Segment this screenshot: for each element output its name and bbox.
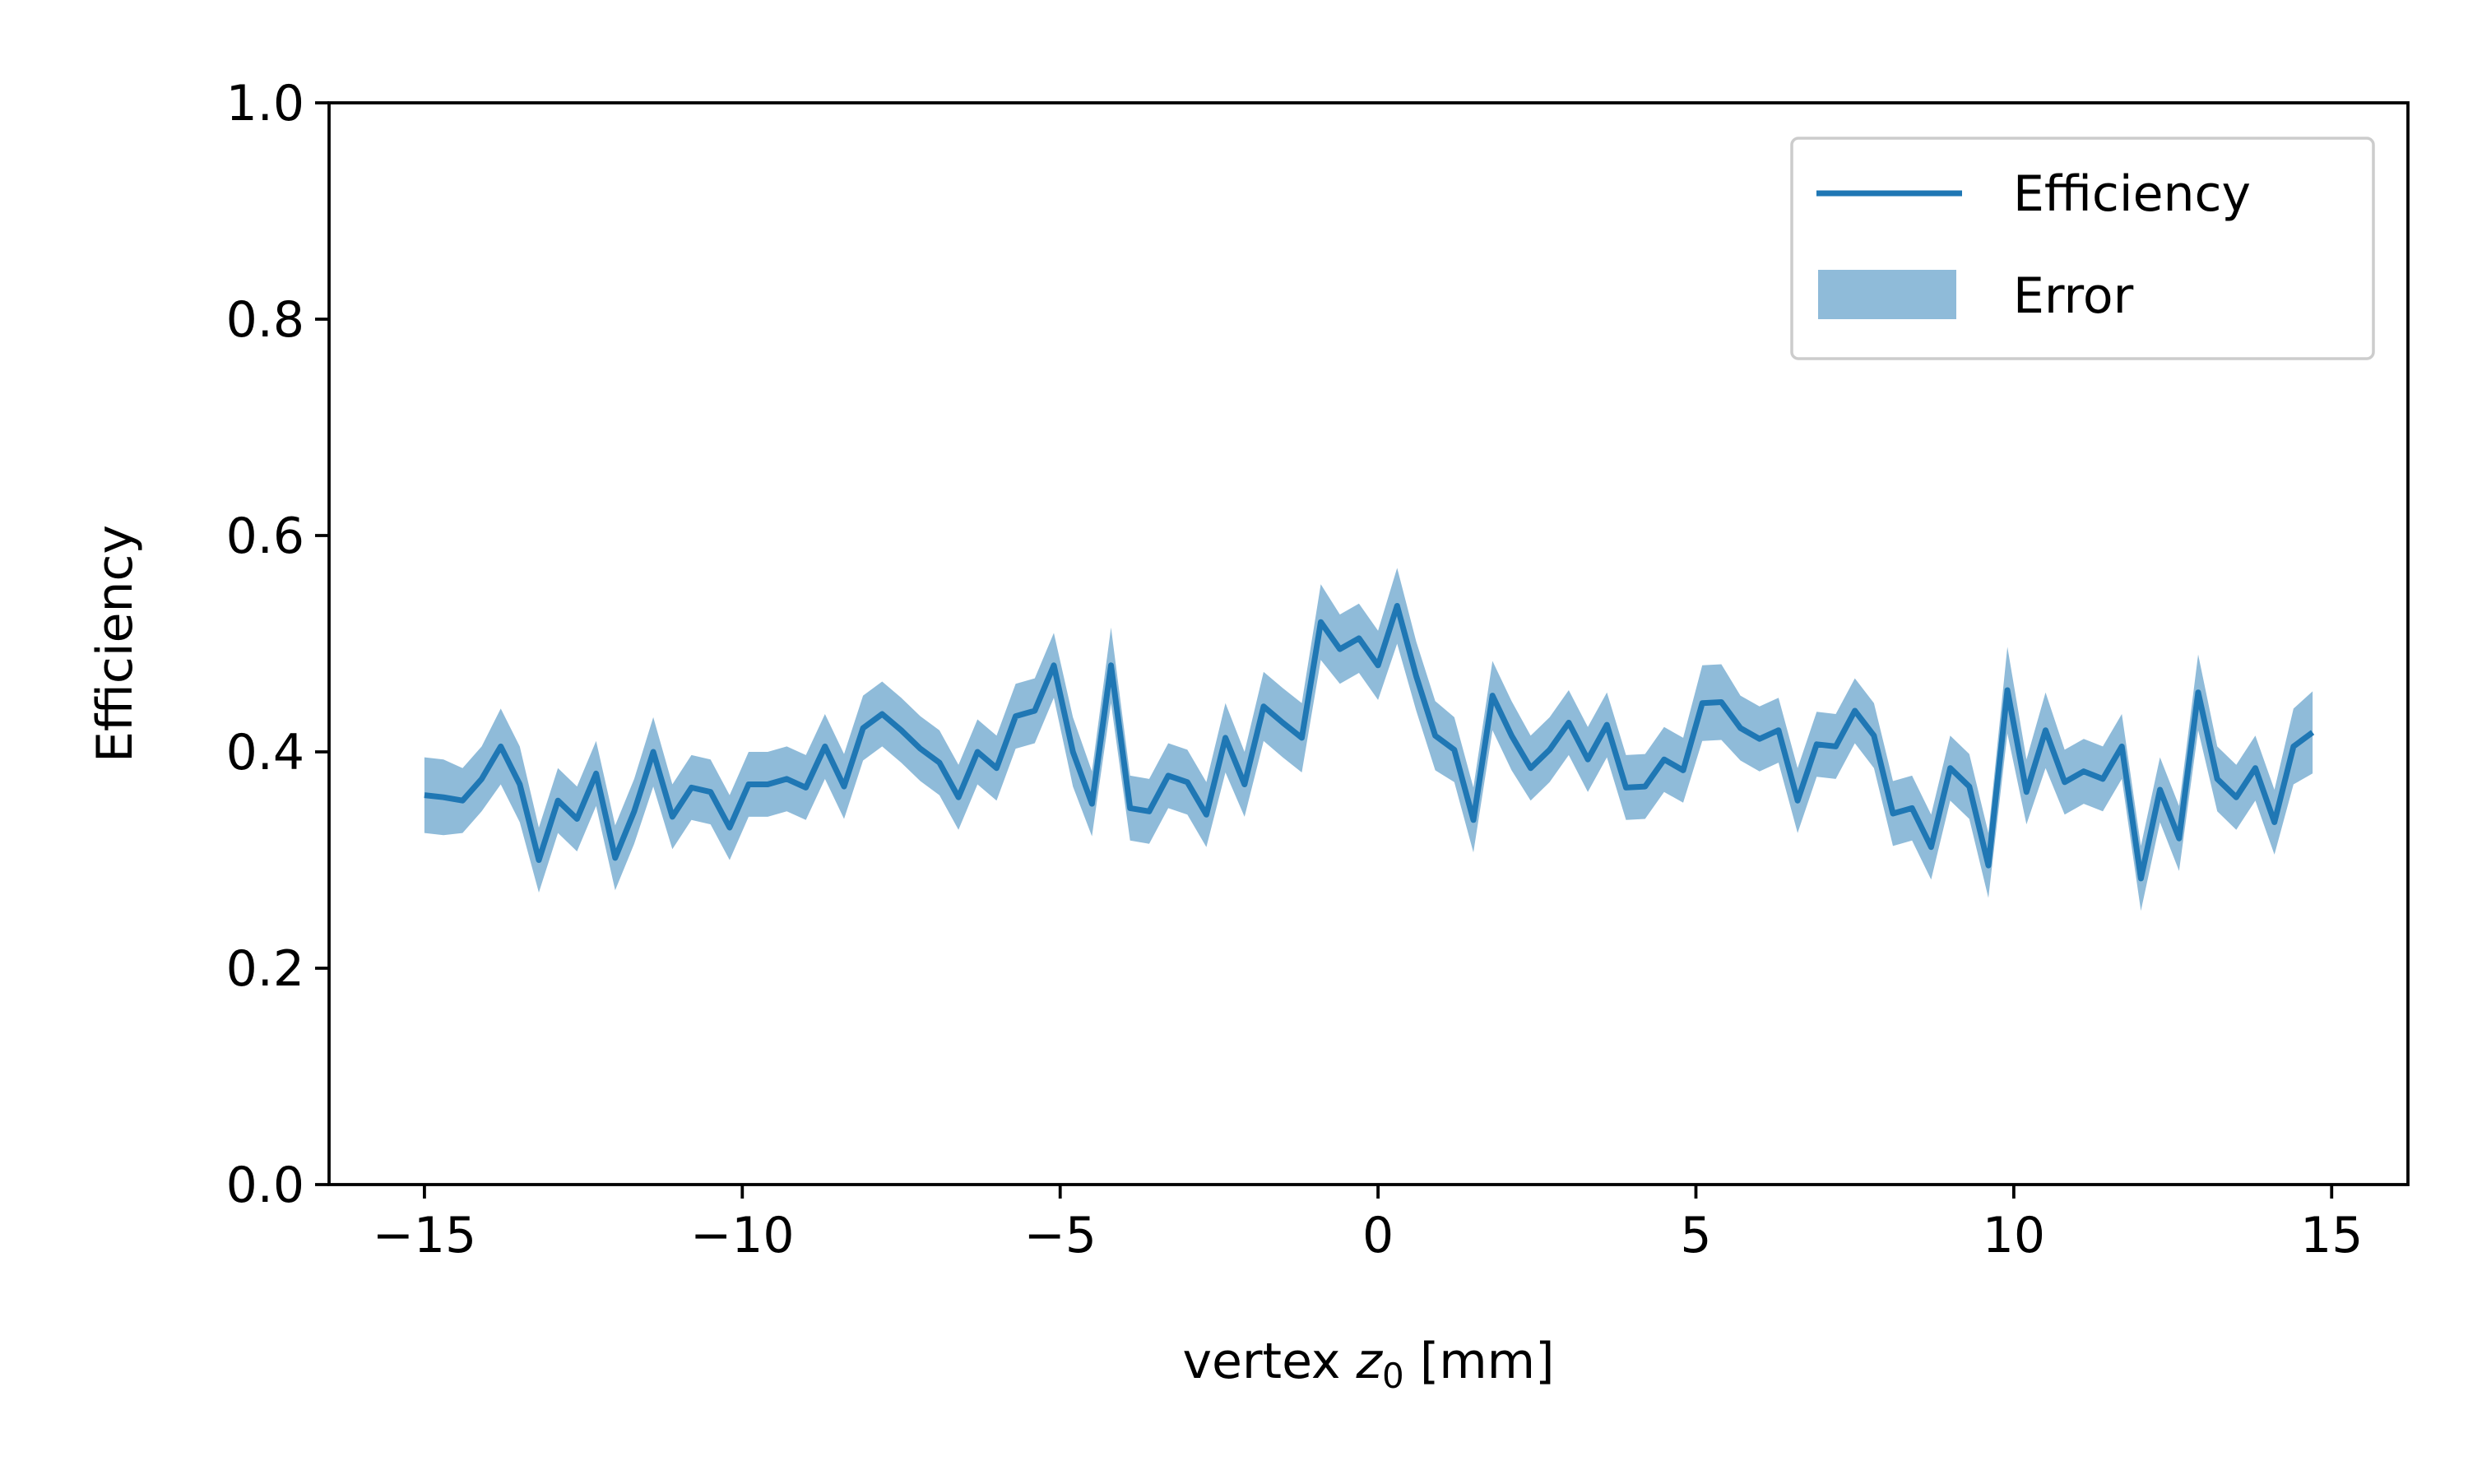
x-tick-label: −10 [690, 1207, 795, 1264]
plot-area [424, 568, 2315, 911]
x-axis-ticks: −15 −10 −5 0 5 10 15 [373, 1185, 2363, 1264]
x-tick-label: 0 [1362, 1207, 1394, 1264]
y-tick-label: 0.2 [226, 940, 304, 998]
x-axis-label-subscript: 0 [1382, 1356, 1404, 1396]
y-tick-label: 0.4 [226, 724, 304, 781]
x-axis-label-variable: z [1356, 1333, 1384, 1390]
x-tick-label: 10 [1983, 1207, 2045, 1264]
axes-frame [327, 101, 2410, 1186]
error-band [424, 568, 2313, 911]
y-axis-label: Efficiency [86, 525, 144, 763]
y-tick-label: 1.0 [226, 75, 304, 132]
x-tick-label: −5 [1023, 1207, 1096, 1264]
y-tick-label: 0.8 [226, 291, 304, 349]
x-tick-label: 15 [2300, 1207, 2363, 1264]
legend-efficiency-label: Efficiency [2013, 165, 2251, 223]
legend-error-label: Error [2013, 267, 2134, 325]
efficiency-line [424, 603, 2315, 882]
x-axis-label-prefix: vertex [1182, 1333, 1356, 1390]
y-tick-label: 0.0 [226, 1157, 304, 1214]
x-axis-label: vertex z0 [mm] [1182, 1333, 1554, 1396]
x-axis-label-suffix: [mm] [1404, 1333, 1555, 1390]
x-tick-label: −15 [373, 1207, 477, 1264]
y-axis-ticks: 0.0 0.2 0.4 0.6 0.8 1.0 [226, 75, 329, 1214]
x-tick-label: 5 [1680, 1207, 1711, 1264]
legend: Efficiency Error [1790, 137, 2375, 360]
legend-error-swatch [1818, 270, 1956, 319]
y-tick-label: 0.6 [226, 508, 304, 565]
